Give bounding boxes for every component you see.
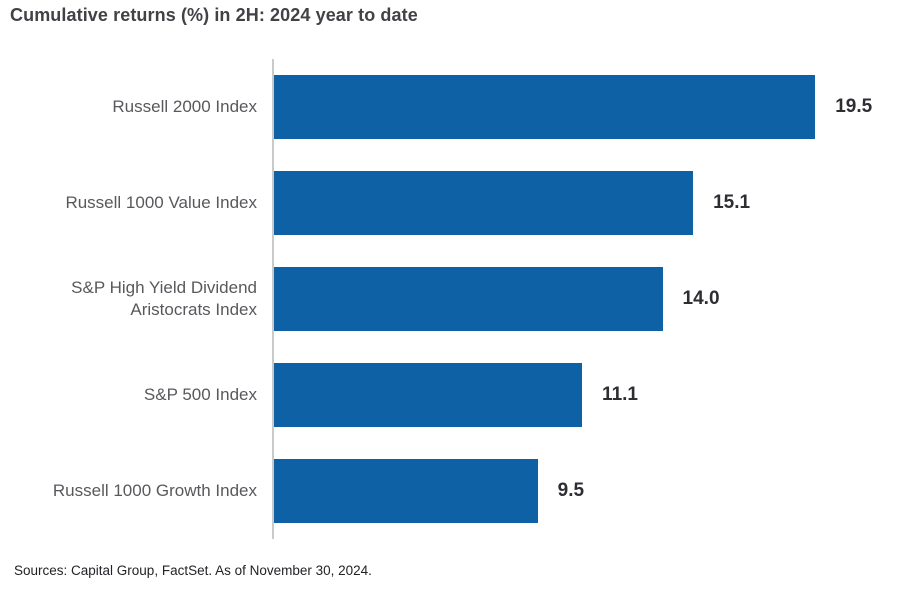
- value-label: 9.5: [557, 480, 585, 501]
- bar: [274, 363, 583, 427]
- value-label: 19.5: [835, 96, 873, 117]
- category-label: Russell 2000 Index: [112, 96, 257, 116]
- category-label: Russell 1000 Growth Index: [52, 480, 257, 500]
- chart-row: Russell 1000 Value Index 15.1: [0, 155, 918, 251]
- category-label: Russell 1000 Value Index: [65, 192, 257, 212]
- category-label: S&P High Yield Dividend Aristocrats Inde…: [71, 277, 257, 319]
- category-label: S&P 500 Index: [143, 384, 257, 404]
- y-axis-line: [272, 443, 274, 539]
- source-note: Sources: Capital Group, FactSet. As of N…: [14, 563, 372, 578]
- bar: [274, 267, 663, 331]
- bar: [274, 171, 694, 235]
- bar: [274, 75, 816, 139]
- bar-track: 11.1: [274, 347, 904, 443]
- chart-title: Cumulative returns (%) in 2H: 2024 year …: [10, 5, 418, 25]
- y-axis-line: [272, 155, 274, 251]
- bar-track: 15.1: [274, 155, 904, 251]
- bar-track: 19.5: [274, 59, 904, 155]
- y-axis-line: [272, 59, 274, 155]
- bar: [274, 459, 538, 523]
- chart-row: S&P 500 Index 11.1: [0, 347, 918, 443]
- bar-track: 14.0: [274, 251, 904, 347]
- value-label: 11.1: [602, 384, 638, 405]
- bar-track: 9.5: [274, 443, 904, 539]
- chart-row: Russell 1000 Growth Index 9.5: [0, 443, 918, 539]
- chart-row: S&P High Yield Dividend Aristocrats Inde…: [0, 251, 918, 347]
- y-axis-line: [272, 251, 274, 347]
- chart-row: Russell 2000 Index 19.5: [0, 59, 918, 155]
- value-label: 14.0: [682, 288, 720, 309]
- value-label: 15.1: [713, 192, 751, 213]
- y-axis-line: [272, 347, 274, 443]
- bar-chart: Russell 2000 Index 19.5 Russell 1000 Value…: [0, 59, 918, 539]
